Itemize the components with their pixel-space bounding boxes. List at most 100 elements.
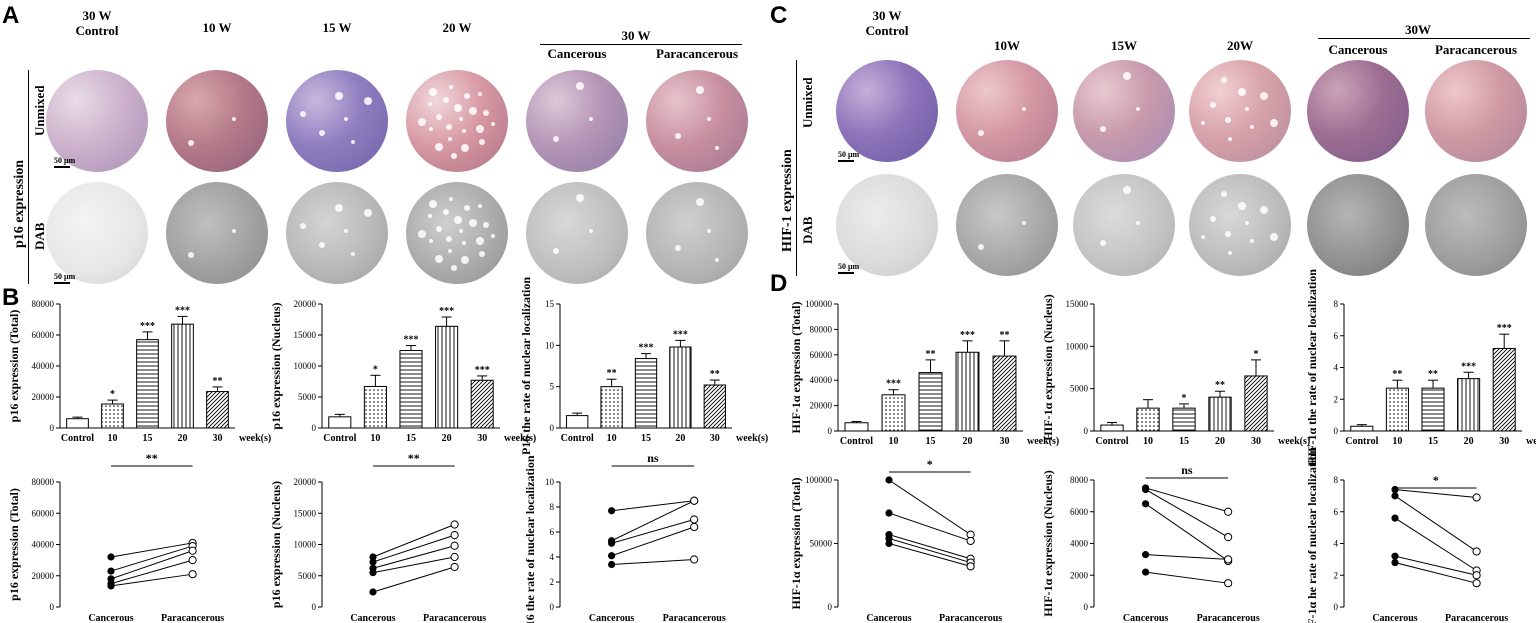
- stained-tissue-image: [166, 70, 268, 172]
- x-tick-label: 10: [370, 433, 380, 444]
- dab-tissue-image: [836, 174, 938, 276]
- significance-mark: ***: [886, 379, 901, 390]
- paracancerous-point: [1472, 579, 1481, 588]
- dab-tissue-image: [1425, 174, 1527, 276]
- x-axis-unit: week(s): [1278, 436, 1310, 447]
- column-header: 20 W: [442, 20, 472, 35]
- vacuole: [451, 265, 458, 272]
- paracancerous-point: [1224, 533, 1233, 542]
- paracancerous-point: [966, 562, 975, 571]
- paracancerous-point: [450, 520, 459, 529]
- scale-bar: [838, 272, 854, 274]
- x-category-label: Paracancerous: [423, 613, 486, 623]
- x-tick-label: 30: [710, 433, 720, 444]
- pair-line: [1145, 554, 1229, 560]
- stained-tissue-image: [1307, 60, 1409, 162]
- y-axis-title: P16 the rate of nuclear localization: [519, 277, 533, 455]
- x-tick-label: 15: [143, 433, 153, 444]
- y-tick-label: 0: [312, 602, 317, 612]
- bar: [844, 422, 869, 432]
- y-tick-label: 20000: [32, 571, 55, 581]
- y-tick-label: 10: [545, 477, 555, 487]
- bar: [1208, 396, 1232, 432]
- bar: [634, 358, 658, 429]
- significance-mark: ***: [439, 306, 454, 317]
- cancerous-point: [608, 560, 616, 569]
- y-tick-label: 100000: [805, 299, 833, 309]
- significance-mark: ***: [960, 330, 975, 341]
- vacuole: [464, 92, 471, 99]
- paracancerous-point: [188, 556, 197, 565]
- x-tick-label: 15: [406, 433, 416, 444]
- y-tick-label: 10000: [1066, 341, 1089, 351]
- y-tick-label: 20000: [32, 392, 55, 402]
- y-tick-label: 15000: [294, 330, 317, 340]
- panel-letter-a: A: [2, 2, 20, 29]
- cancerous-point: [1142, 568, 1150, 576]
- y-tick-label: 0: [828, 602, 833, 612]
- significance-mark: ***: [140, 321, 155, 332]
- significance-mark: ***: [639, 343, 654, 354]
- vacuole: [1099, 125, 1106, 132]
- y-tick-label: 6: [1334, 331, 1339, 341]
- vacuole: [1227, 251, 1232, 256]
- cancerous-point: [369, 588, 377, 596]
- cancerous-point: [885, 539, 893, 548]
- cancerous-point: [1142, 500, 1150, 508]
- paracancerous-point: [966, 536, 975, 546]
- stained-tissue-image: [1189, 60, 1291, 162]
- y-tick-label: 15000: [294, 508, 317, 518]
- vacuole: [576, 81, 585, 90]
- vacuole: [695, 86, 704, 95]
- pair-line: [110, 559, 193, 585]
- y-tick-label: 40000: [32, 361, 55, 371]
- dab-tissue-image: [1307, 174, 1409, 276]
- significance-mark: ***: [404, 335, 419, 346]
- significance-mark: ***: [175, 305, 190, 316]
- group-line: [1318, 38, 1530, 39]
- vacuole: [429, 88, 438, 97]
- significance-mark: *: [1254, 349, 1259, 360]
- pair-line: [1145, 489, 1229, 538]
- vacuole: [232, 117, 237, 121]
- cancerous-point: [369, 569, 377, 577]
- x-tick-label: 10: [1143, 436, 1153, 447]
- pair-line: [372, 534, 455, 563]
- column-header: Paracancerous: [1434, 42, 1518, 57]
- bar: [435, 325, 459, 429]
- significance-mark: **: [710, 369, 720, 380]
- vacuole: [429, 238, 434, 243]
- dab-tissue-image: [46, 182, 148, 284]
- bar: [918, 372, 943, 432]
- significance-mark: ***: [1461, 361, 1476, 372]
- y-tick-label: 5000: [298, 392, 317, 402]
- vacuole: [458, 117, 463, 121]
- panel-letter-b: B: [2, 284, 20, 311]
- pair-line: [611, 500, 695, 542]
- cancerous-point: [885, 476, 893, 484]
- y-tick-label: 2000: [1070, 570, 1089, 580]
- y-tick-label: 0: [1084, 602, 1089, 612]
- y-tick-label: 40000: [810, 375, 833, 385]
- vacuole: [1099, 239, 1106, 246]
- column-header: 10W: [994, 38, 1020, 53]
- vacuole: [445, 123, 452, 130]
- x-tick-label: 20: [1464, 436, 1474, 447]
- pair-line: [611, 526, 695, 557]
- vacuole: [435, 113, 442, 120]
- y-tick-label: 0: [828, 426, 833, 436]
- vacuole: [299, 223, 306, 230]
- dab-tissue-image: [406, 182, 508, 284]
- cancerous-point: [107, 582, 115, 590]
- column-header: 20W: [1227, 38, 1253, 53]
- significance-mark: *: [927, 457, 933, 471]
- vacuole: [427, 102, 432, 107]
- vacuole: [448, 84, 453, 89]
- vacuole: [1224, 117, 1231, 124]
- cancerous-point: [107, 567, 115, 575]
- vacuole: [429, 126, 434, 131]
- vacuole: [318, 242, 325, 249]
- x-tick-label: 10: [607, 433, 617, 444]
- y-tick-label: 10: [545, 340, 555, 350]
- pair-line: [110, 542, 193, 558]
